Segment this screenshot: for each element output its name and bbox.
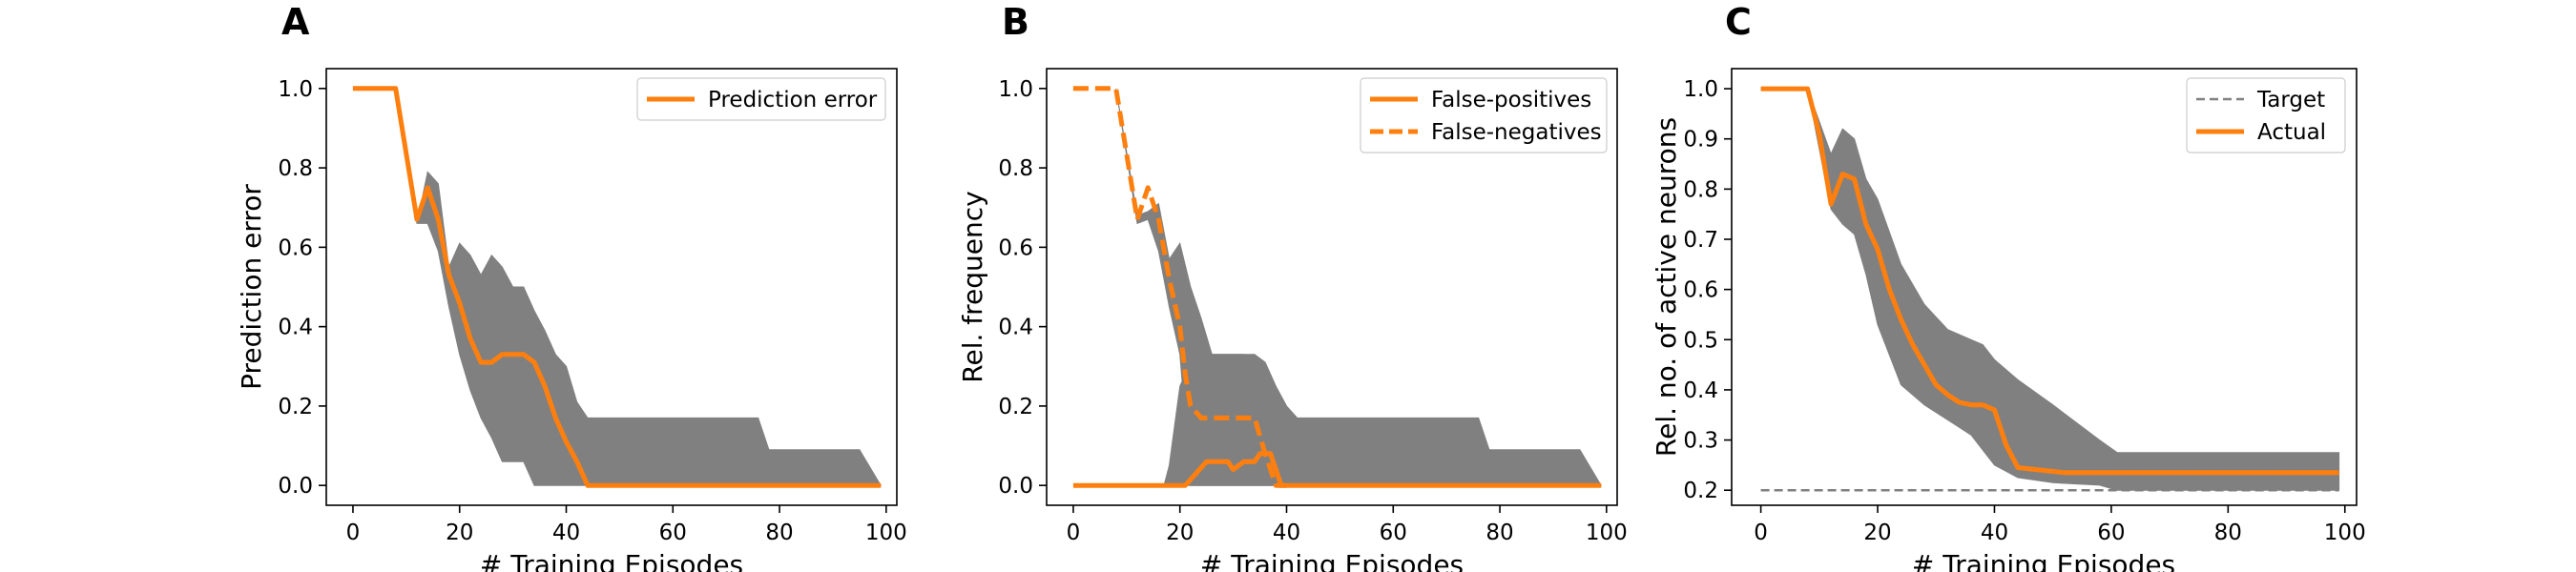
panel-letter-c: C [1725, 1, 1752, 43]
y-axis-label: Rel. no. of active neurons [1651, 117, 1682, 457]
y-tick-label: 0.4 [998, 316, 1033, 340]
x-axis-label: # Training Episodes [1912, 549, 2175, 572]
legend-box [636, 77, 886, 121]
y-tick-label: 0.9 [1683, 128, 1718, 153]
confidence-band-group [352, 88, 883, 486]
legend: Target Actual [2186, 77, 2346, 153]
series-line-actual [1760, 86, 2339, 476]
y-tick-label: 1.0 [998, 77, 1033, 102]
x-axis-label: # Training Episodes [480, 549, 743, 572]
legend-label-prediction-error: Prediction error [708, 88, 878, 112]
series-line-prediction-error [352, 86, 882, 488]
y-axis-label: Rel. frequency [957, 191, 988, 382]
y-tick-label: 0.4 [278, 316, 313, 340]
y-tick-label: 0.6 [1683, 278, 1718, 303]
legend: False-positives False-negatives [1360, 77, 1608, 153]
y-tick-label: 1.0 [278, 77, 313, 102]
x-tick-label: 80 [1485, 521, 1513, 545]
y-tick-label: 0.8 [998, 156, 1033, 181]
x-tick-label: 20 [1863, 521, 1891, 545]
x-tick-label: 80 [2214, 521, 2242, 545]
x-tick-label: 40 [1273, 521, 1300, 545]
plot-frame [1046, 68, 1618, 506]
series-line-group [1072, 86, 1602, 488]
y-tick-label: 0.0 [998, 474, 1033, 499]
x-tick-label: 40 [1981, 521, 2008, 545]
x-tick-label: 20 [1166, 521, 1194, 545]
x-tick-label: 80 [765, 521, 793, 545]
x-tick-label: 0 [1754, 521, 1768, 545]
x-tick-label: 60 [2097, 521, 2125, 545]
y-axis-label: Prediction error [236, 184, 267, 390]
y-tick-label: 0.2 [278, 395, 313, 419]
x-tick-label: 60 [1380, 521, 1407, 545]
series-line-group [352, 86, 882, 488]
plot-frame [1731, 68, 2358, 506]
legend-box [1360, 77, 1608, 153]
confidence-band [1115, 88, 1277, 486]
y-tick-label: 0.0 [278, 474, 313, 499]
legend-label-false-positives: False-positives [1431, 88, 1591, 112]
x-tick-group: 0 20 40 60 80 100 [1754, 505, 2366, 545]
y-tick-label: 0.6 [998, 235, 1033, 260]
plot-frame [325, 68, 898, 506]
y-tick-label: 0.8 [278, 156, 313, 181]
panel-c: C 0 20 40 60 80 100 0.2 0.3 0.4 0.5 0.6 0.7 0.8 0.9 1… [1651, 1, 2366, 572]
x-tick-group: 0 20 40 60 80 100 [346, 505, 907, 545]
x-tick-label: 20 [446, 521, 473, 545]
panel-letter-a: A [281, 1, 310, 43]
x-axis-label: # Training Episodes [1200, 549, 1464, 572]
y-tick-label: 0.5 [1683, 328, 1718, 353]
y-tick-group: 0.0 0.2 0.4 0.6 0.8 1.0 [278, 77, 326, 499]
panel-a: A 0 20 40 60 80 100 0.0 0.2 0.4 0.6 0.8 1.0 # Trai… [236, 1, 907, 572]
x-tick-label: 100 [865, 521, 907, 545]
legend-label-false-negatives: False-negatives [1431, 120, 1602, 145]
y-tick-label: 0.3 [1683, 429, 1718, 454]
y-tick-label: 0.2 [998, 395, 1033, 419]
y-tick-group: 0.2 0.3 0.4 0.5 0.6 0.7 0.8 0.9 1.0 [1683, 77, 1732, 503]
x-tick-label: 100 [1586, 521, 1628, 545]
series-line-group [1760, 86, 2339, 492]
y-tick-label: 0.7 [1683, 228, 1718, 253]
legend-label-target: Target [2256, 88, 2325, 112]
y-tick-label: 0.2 [1683, 479, 1718, 503]
y-tick-label: 0.8 [1683, 177, 1718, 202]
x-tick-label: 0 [1067, 521, 1081, 545]
confidence-band [1072, 354, 1603, 486]
y-tick-label: 0.6 [278, 235, 313, 260]
series-line-false-negatives [1072, 86, 1287, 488]
legend-label-actual: Actual [2257, 120, 2326, 145]
x-tick-label: 60 [659, 521, 687, 545]
y-tick-label: 1.0 [1683, 77, 1718, 102]
x-tick-group: 0 20 40 60 80 100 [1067, 505, 1628, 545]
y-tick-label: 0.4 [1683, 378, 1718, 403]
panel-b: B 0 20 40 60 80 100 0.0 0.2 0.4 0.6 0.8 1.0 # Trai… [957, 1, 1628, 572]
x-tick-label: 40 [552, 521, 580, 545]
x-tick-label: 0 [346, 521, 361, 545]
legend: Prediction error [636, 77, 886, 121]
panel-letter-b: B [1002, 1, 1029, 43]
confidence-band [352, 88, 883, 486]
y-tick-group: 0.0 0.2 0.4 0.6 0.8 1.0 [998, 77, 1047, 499]
x-tick-label: 100 [2324, 521, 2366, 545]
